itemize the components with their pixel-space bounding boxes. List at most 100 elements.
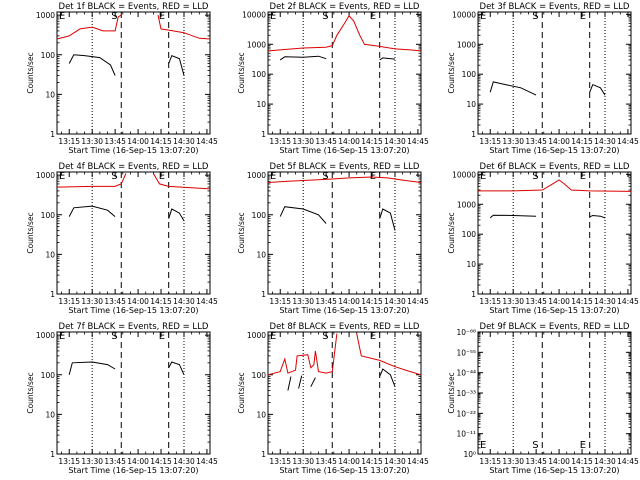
- x-tick-label: 14:00: [338, 137, 360, 146]
- marker-label-s: S: [532, 440, 538, 451]
- events-line: [489, 81, 537, 96]
- marker-label-s: S: [532, 11, 538, 22]
- y-tick-label: 1: [261, 130, 266, 139]
- x-tick-label: 14:45: [407, 137, 429, 146]
- y-tick-label: 1: [50, 450, 55, 459]
- x-tick-label: 14:15: [150, 457, 172, 466]
- x-tick-label: 14:15: [571, 457, 593, 466]
- y-tick-label: 100: [252, 211, 267, 220]
- y-tick-label: 10000: [452, 170, 476, 179]
- marker-label-e: E: [580, 440, 586, 451]
- x-axis-label: Start Time (16-Sep-15 13:07:20): [489, 146, 619, 155]
- x-tick-label: 14:15: [150, 137, 172, 146]
- y-tick-label: 1000: [247, 40, 266, 49]
- x-tick-label: 14:00: [338, 457, 360, 466]
- marker-label-s: S: [111, 171, 117, 182]
- x-tick-label: 14:15: [571, 137, 593, 146]
- x-tick-label: 13:30: [292, 297, 314, 306]
- x-tick-label: 14:00: [548, 457, 570, 466]
- y-axis-label: Counts/sec: [237, 52, 246, 93]
- x-tick-label: 14:30: [173, 297, 195, 306]
- y-tick-label: 100: [252, 70, 267, 79]
- x-tick-label: 13:15: [58, 457, 80, 466]
- y-tick-label: 10: [45, 90, 55, 99]
- y-tick-label: 1000: [247, 331, 266, 340]
- y-tick-label: 10⁻¹¹: [456, 430, 476, 439]
- x-tick-label: 14:00: [127, 137, 149, 146]
- y-tick-label: 10: [466, 100, 476, 109]
- y-tick-label: 1: [471, 130, 476, 139]
- x-tick-label: 14:45: [407, 457, 429, 466]
- lld-line: [267, 14, 422, 52]
- panel-det-8: Det 8f BLACK = Events, RED = LLD 1 10 100 10…: [237, 322, 429, 475]
- y-tick-label: 10⁻⁵⁵: [456, 348, 476, 357]
- lld-line: [267, 176, 422, 183]
- x-tick-label: 14:45: [617, 137, 639, 146]
- marker-label-e: E: [270, 171, 276, 182]
- x-tick-label: 13:15: [269, 137, 291, 146]
- x-tick-label: 14:00: [127, 297, 149, 306]
- panel-title: Det 8f BLACK = Events, RED = LLD: [270, 322, 420, 332]
- x-tick-label: 13:30: [292, 137, 314, 146]
- y-tick-label: 10000: [242, 10, 266, 19]
- y-tick-label: 1000: [457, 40, 476, 49]
- panel-title: Det 1f BLACK = Events, RED = LLD: [59, 2, 209, 12]
- events-line: [279, 206, 327, 224]
- y-tick-label: 10: [256, 410, 266, 419]
- x-tick-label: 13:45: [104, 137, 126, 146]
- x-tick-label: 14:00: [548, 137, 570, 146]
- marker-label-e: E: [59, 11, 65, 22]
- x-tick-label: 13:45: [315, 137, 337, 146]
- y-tick-label: 100: [462, 70, 477, 79]
- marker-label-e: E: [159, 11, 165, 22]
- x-tick-label: 14:30: [173, 457, 195, 466]
- plot-frame: [56, 11, 211, 135]
- marker-label-e: E: [159, 171, 165, 182]
- events-line: [589, 83, 606, 96]
- y-axis-label: Counts/sec: [237, 212, 246, 253]
- y-tick-label: 10: [466, 260, 476, 269]
- panel-det-7: Det 7f BLACK = Events, RED = LLD 1 10 100 10…: [26, 322, 218, 475]
- x-tick-label: 13:30: [502, 457, 524, 466]
- events-line: [287, 376, 292, 391]
- plot-frame: [267, 171, 422, 295]
- x-tick-label: 14:00: [127, 457, 149, 466]
- panel-det-1: Det 1f BLACK = Events, RED = LLD 1 10 100 10…: [26, 2, 218, 155]
- events-line: [68, 205, 116, 217]
- x-tick-label: 14:45: [196, 297, 218, 306]
- x-tick-label: 14:30: [594, 297, 616, 306]
- events-line: [68, 54, 116, 76]
- x-tick-label: 13:15: [269, 297, 291, 306]
- panel-det-6: Det 6f BLACK = Events, RED = LLD 1 10 100 10…: [447, 162, 639, 315]
- lld-line: [56, 14, 122, 40]
- marker-label-s: S: [111, 11, 117, 22]
- events-line: [489, 214, 537, 219]
- x-tick-label: 14:45: [407, 297, 429, 306]
- y-axis-label: Counts/sec: [237, 372, 246, 413]
- plot-frame: [477, 331, 632, 455]
- marker-label-s: S: [322, 11, 328, 22]
- y-tick-label: 10: [45, 250, 55, 259]
- x-tick-label: 13:30: [292, 457, 314, 466]
- plot-frame: [477, 171, 632, 295]
- x-tick-label: 14:30: [594, 137, 616, 146]
- x-axis-label: Start Time (16-Sep-15 13:07:20): [279, 466, 409, 475]
- x-axis-label: Start Time (16-Sep-15 13:07:20): [279, 146, 409, 155]
- x-tick-label: 14:15: [361, 137, 383, 146]
- events-line: [298, 375, 303, 389]
- y-tick-label: 1000: [36, 171, 55, 180]
- events-line: [589, 214, 606, 219]
- panel-title: Det 6f BLACK = Events, RED = LLD: [480, 162, 630, 172]
- panel-title: Det 7f BLACK = Events, RED = LLD: [59, 322, 209, 332]
- lld-line: [356, 333, 422, 376]
- panel-title: Det 5f BLACK = Events, RED = LLD: [270, 162, 420, 172]
- y-tick-label: 1: [50, 130, 55, 139]
- marker-label-e: E: [370, 171, 376, 182]
- plot-frame: [267, 11, 422, 135]
- marker-label-s: S: [322, 331, 328, 342]
- y-axis-label: Counts/sec: [447, 212, 456, 253]
- y-tick-label: 10000: [452, 10, 476, 19]
- x-tick-label: 13:15: [58, 137, 80, 146]
- x-tick-label: 13:15: [479, 457, 501, 466]
- marker-label-e: E: [480, 171, 486, 182]
